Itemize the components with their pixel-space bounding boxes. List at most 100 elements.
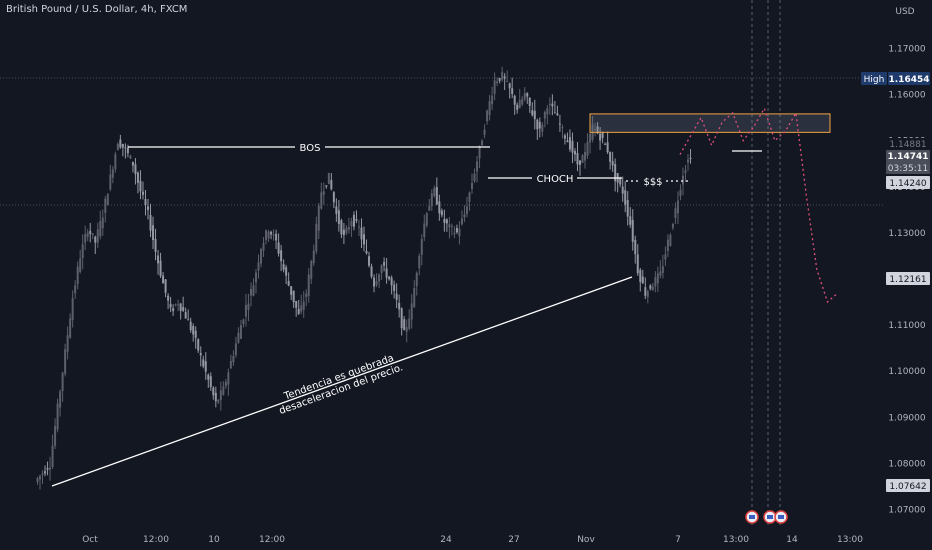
candle-body xyxy=(408,318,411,329)
candle-body xyxy=(425,213,428,226)
candle-body xyxy=(380,265,383,273)
candle-body xyxy=(388,276,391,280)
candle-body xyxy=(476,161,479,172)
candle-body xyxy=(681,175,684,185)
candle-body xyxy=(172,308,175,312)
x-tick-label: 27 xyxy=(508,535,519,545)
candle-body xyxy=(639,269,642,282)
candle-body xyxy=(420,239,423,255)
candle-body xyxy=(202,359,205,367)
candle-body xyxy=(368,256,371,266)
candle-body xyxy=(154,239,157,252)
candle-body xyxy=(405,327,408,332)
candle-body xyxy=(101,217,104,229)
candle-body xyxy=(471,183,473,189)
partial-level-tag-bg xyxy=(886,138,930,150)
event-flag-mark-0 xyxy=(749,515,755,519)
candle-body xyxy=(679,189,682,196)
candle-body xyxy=(116,143,119,151)
candle-body xyxy=(526,93,529,97)
candle-body xyxy=(594,129,597,131)
candle-body xyxy=(631,219,634,242)
candle-body xyxy=(272,234,275,236)
candle-body xyxy=(508,83,511,89)
candle-body xyxy=(317,205,320,231)
candle-body xyxy=(601,132,604,138)
candle-body xyxy=(571,140,574,153)
candle-body xyxy=(192,326,195,335)
candle-body xyxy=(44,471,47,474)
candle-body xyxy=(247,303,250,310)
candle-body xyxy=(568,137,571,150)
candle-body xyxy=(277,242,280,254)
candle-body xyxy=(179,303,182,312)
candle-body xyxy=(478,145,481,159)
candle-body xyxy=(503,76,506,79)
candle-body xyxy=(375,281,378,286)
candle-body xyxy=(61,372,64,392)
high-value-tag-bg xyxy=(888,72,930,85)
trendline xyxy=(51,276,633,487)
event-flag-mark-2 xyxy=(778,515,784,519)
candle-body xyxy=(49,467,52,470)
candle-body xyxy=(282,264,285,270)
candle-body xyxy=(651,286,654,291)
candle-body xyxy=(561,127,564,129)
candle-body xyxy=(126,147,129,154)
candle-body xyxy=(131,161,134,166)
candle-body xyxy=(671,223,674,228)
candle-body xyxy=(352,214,355,227)
candle-body xyxy=(111,169,114,178)
candle-body xyxy=(136,172,139,183)
candle-body xyxy=(224,381,227,387)
candle-body xyxy=(687,159,689,163)
candle-body xyxy=(330,180,333,190)
candle-body xyxy=(458,228,461,237)
bos-label-bg xyxy=(295,140,325,154)
candle-body xyxy=(629,216,632,225)
candle-body xyxy=(74,285,77,294)
price-tags: High 1.16454 1.14881 1.14741 03:35:11 1.14240… xyxy=(745,72,930,524)
candle-body xyxy=(659,271,662,276)
candle-body xyxy=(649,285,652,289)
candle-body xyxy=(99,220,102,237)
candle-body xyxy=(558,123,561,125)
candle-body xyxy=(322,191,325,195)
candle-body xyxy=(69,318,72,338)
candle-body xyxy=(423,223,426,237)
candle-body xyxy=(433,187,436,197)
candle-body xyxy=(491,95,494,105)
candle-body xyxy=(440,210,443,216)
candle-body xyxy=(320,192,323,209)
candle-body xyxy=(81,244,84,259)
current-price-tag-bg xyxy=(886,150,930,162)
bos-label: BOS xyxy=(300,143,321,154)
candle-body xyxy=(644,287,647,296)
x-tick-label: 13:00 xyxy=(723,535,749,545)
candle-body xyxy=(275,233,278,241)
candle-body xyxy=(124,147,127,149)
candle-body xyxy=(297,308,300,315)
candle-body xyxy=(636,254,639,274)
choch-label: CHOCH xyxy=(537,174,574,185)
candle-body xyxy=(260,249,263,264)
candle-body xyxy=(141,191,144,195)
candle-body xyxy=(340,220,343,235)
candle-body xyxy=(347,227,350,230)
candle-body xyxy=(342,229,345,236)
candle-body xyxy=(129,155,132,159)
candle-body xyxy=(586,141,589,156)
candle-body xyxy=(365,250,368,254)
candle-body xyxy=(86,232,89,237)
candle-body xyxy=(415,272,418,287)
candle-body xyxy=(473,173,476,182)
candle-body xyxy=(84,234,87,243)
candle-body xyxy=(345,227,348,234)
candle-body xyxy=(89,230,92,234)
supply-zone xyxy=(589,113,831,133)
candle-body xyxy=(197,339,200,351)
candle-body xyxy=(646,291,649,298)
candle-body xyxy=(398,302,401,310)
candle-body xyxy=(533,110,536,120)
